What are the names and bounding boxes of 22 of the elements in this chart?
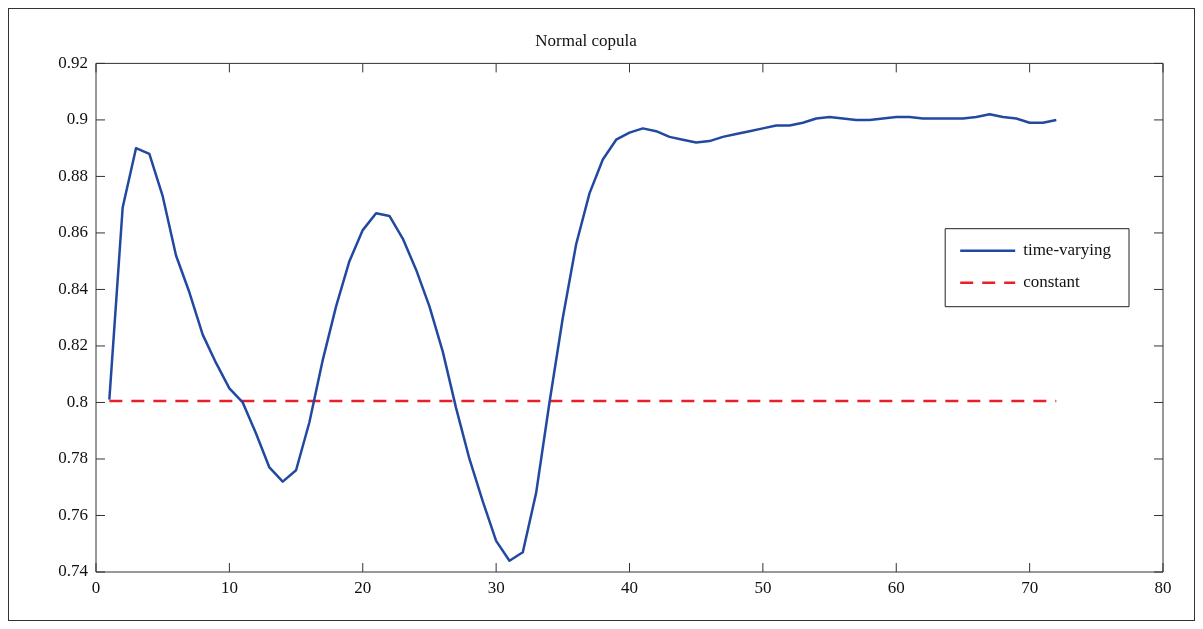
y-tick-label: 0.78 bbox=[58, 448, 88, 468]
y-tick-label: 0.88 bbox=[58, 165, 88, 185]
x-tick-label: 30 bbox=[487, 577, 505, 597]
legend-label: time-varying bbox=[1023, 240, 1112, 260]
x-tick-label: 70 bbox=[1021, 577, 1039, 597]
y-tick-label: 0.8 bbox=[66, 391, 88, 411]
x-tick-label: 10 bbox=[220, 577, 238, 597]
y-tick-label: 0.86 bbox=[58, 222, 88, 242]
y-tick-label: 0.84 bbox=[58, 278, 89, 298]
y-tick-label: 0.76 bbox=[58, 504, 88, 524]
x-tick-label: 80 bbox=[1154, 577, 1172, 597]
chart-title: Normal copula bbox=[535, 30, 638, 50]
x-tick-label: 20 bbox=[354, 577, 372, 597]
x-tick-label: 40 bbox=[621, 577, 638, 597]
x-tick-label: 60 bbox=[887, 577, 905, 597]
y-tick-label: 0.92 bbox=[58, 52, 88, 72]
y-tick-label: 0.9 bbox=[66, 109, 88, 129]
x-tick-label: 0 bbox=[91, 577, 101, 597]
legend-label: constant bbox=[1023, 272, 1081, 292]
x-tick-label: 50 bbox=[754, 577, 772, 597]
y-tick-label: 0.82 bbox=[58, 335, 88, 355]
y-tick-label: 0.74 bbox=[58, 561, 89, 581]
